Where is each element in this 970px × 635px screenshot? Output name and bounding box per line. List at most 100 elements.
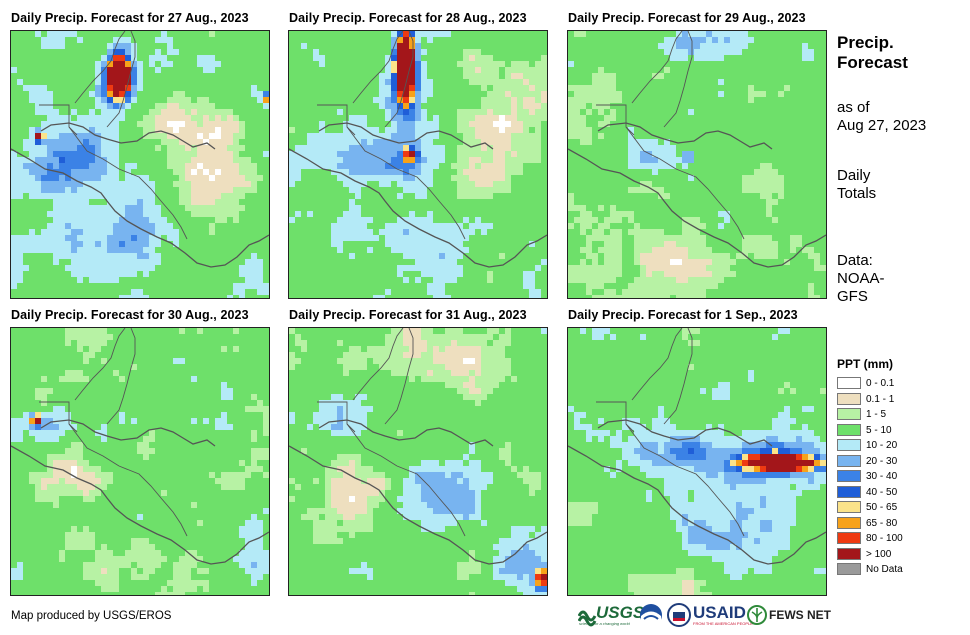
- legend-swatch: [837, 470, 861, 482]
- country-border: [346, 126, 398, 170]
- coastline: [11, 445, 269, 565]
- fewsnet-logo: FEWS NET: [746, 602, 831, 628]
- fewsnet-leaf-icon: [747, 605, 767, 625]
- legend-swatch: [837, 408, 861, 420]
- precip-map-4: [11, 328, 269, 595]
- precip-map-6: [568, 328, 826, 595]
- legend-label: 1 - 5: [866, 409, 887, 420]
- legend-label: 30 - 40: [866, 471, 898, 482]
- country-border: [625, 126, 677, 170]
- data-source-line1: NOAA-: [837, 270, 885, 287]
- country-border: [118, 168, 162, 202]
- noaa-emblem-icon: [640, 604, 662, 626]
- precip-map-1: [11, 31, 269, 298]
- coastline: [74, 31, 126, 104]
- country-border: [717, 200, 745, 240]
- legend-swatch: [837, 423, 861, 436]
- coastline: [352, 328, 404, 401]
- forecast-title-line1: Precip.: [837, 33, 894, 52]
- usaid-seal-icon: [667, 603, 691, 627]
- legend-swatch: [837, 377, 861, 389]
- map-panel-1: [10, 30, 270, 299]
- country-border: [717, 497, 745, 537]
- legend-swatch: [837, 547, 861, 560]
- coastline: [318, 122, 494, 150]
- coastline: [318, 419, 494, 447]
- country-border: [68, 423, 120, 467]
- country-border: [68, 126, 120, 170]
- country-border: [625, 423, 677, 467]
- legend-label: 5 - 10: [866, 424, 892, 436]
- legend-swatch: [837, 485, 861, 498]
- daily-label: Daily: [837, 167, 871, 184]
- legend-label: 0.1 - 1: [866, 393, 895, 405]
- coastline: [106, 328, 136, 425]
- as-of-label: as of: [837, 99, 870, 116]
- legend-label: 65 - 80: [866, 517, 898, 529]
- panel-title-6: Daily Precip. Forecast for 1 Sep., 2023: [568, 308, 798, 322]
- legend-swatch: [837, 516, 861, 529]
- usgs-text: USGS: [596, 603, 645, 622]
- coastline: [568, 445, 826, 565]
- logo-strip: USGS science for a changing world USAID …: [577, 602, 831, 628]
- country-border: [438, 497, 466, 537]
- coastline: [631, 31, 683, 104]
- country-border: [675, 465, 719, 499]
- country-border: [438, 200, 466, 240]
- usgs-tagline: science for a changing world: [579, 621, 630, 626]
- legend-label: No Data: [866, 564, 903, 575]
- coastline: [289, 148, 547, 268]
- panel-title-1: Daily Precip. Forecast for 27 Aug., 2023: [11, 11, 249, 25]
- map-panel-6: [567, 327, 827, 596]
- map-panel-2: [288, 30, 548, 299]
- fewsnet-text: FEWS NET: [769, 608, 831, 622]
- map-panel-4: [10, 327, 270, 596]
- legend-swatch: [837, 392, 861, 405]
- country-border: [39, 104, 78, 136]
- legend-swatch: [837, 439, 861, 451]
- legend-label: 0 - 0.1: [866, 378, 895, 389]
- legend-label: 80 - 100: [866, 533, 903, 544]
- data-source-line2: GFS: [837, 288, 868, 305]
- legend-label: > 100: [866, 548, 892, 560]
- country-border: [675, 168, 719, 202]
- map-panel-5: [288, 327, 548, 596]
- coastline: [568, 148, 826, 268]
- panel-title-2: Daily Precip. Forecast for 28 Aug., 2023: [289, 11, 527, 25]
- legend-label: 50 - 65: [866, 502, 898, 513]
- forecast-title-line2: Forecast: [837, 53, 908, 72]
- coastline: [106, 31, 136, 128]
- country-border: [160, 497, 188, 537]
- country-border: [596, 104, 635, 136]
- usgs-wave-icon: [577, 610, 597, 627]
- coastline: [663, 328, 693, 425]
- country-border: [346, 423, 398, 467]
- panel-title-5: Daily Precip. Forecast for 31 Aug., 2023: [289, 308, 527, 322]
- noaa-logo: [638, 602, 664, 628]
- precip-map-2: [289, 31, 547, 298]
- country-border: [596, 401, 635, 433]
- country-border: [396, 168, 440, 202]
- coastline: [631, 328, 683, 401]
- totals-label: Totals: [837, 185, 877, 202]
- country-border: [39, 401, 78, 433]
- legend-label: 10 - 20: [866, 440, 898, 451]
- coastline: [289, 445, 547, 565]
- country-border: [317, 104, 356, 136]
- data-label: Data:: [837, 252, 873, 269]
- legend-swatch: [837, 501, 861, 513]
- coastline: [74, 328, 126, 401]
- usaid-tagline: FROM THE AMERICAN PEOPLE: [693, 621, 753, 626]
- as-of-date: Aug 27, 2023: [837, 117, 927, 134]
- country-border: [118, 465, 162, 499]
- usaid-text: USAID: [693, 603, 746, 622]
- panel-title-4: Daily Precip. Forecast for 30 Aug., 2023: [11, 308, 249, 322]
- legend-label: 20 - 30: [866, 455, 898, 467]
- usgs-logo: USGS science for a changing world: [577, 602, 648, 628]
- credit-text: Map produced by USGS/EROS: [11, 610, 172, 622]
- precip-map-3: [568, 31, 826, 298]
- coastline: [352, 31, 404, 104]
- legend-title: PPT (mm): [837, 357, 894, 371]
- coastline: [597, 419, 773, 447]
- panel-title-3: Daily Precip. Forecast for 29 Aug., 2023: [568, 11, 806, 25]
